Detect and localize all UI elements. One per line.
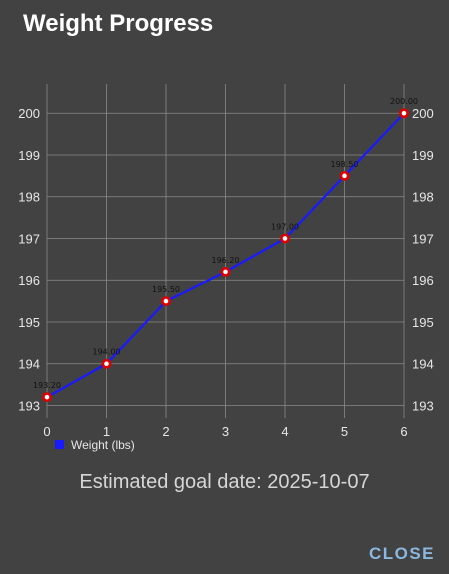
weight-line-chart: 0 1 2 3 4 5 6 193 193 194 194 195 195 196 196 197 197 198… [18,84,434,452]
x-tick-label: 2 [162,424,169,439]
estimated-goal-date: Estimated goal date: 2025-10-07 [79,471,370,493]
data-point [42,392,52,403]
y-tick-label-right: 195 [412,315,434,330]
data-point-label: 194.00 [93,348,121,357]
y-tick-label-left: 200 [18,106,40,121]
x-tick-label: 6 [400,424,407,439]
x-tick-label: 4 [281,424,288,439]
data-point-label: 200.00 [390,97,418,106]
y-tick-label-right: 199 [412,148,434,163]
data-point-label: 198.50 [331,160,359,169]
data-point-label: 195.50 [152,285,180,294]
y-tick-label-left: 195 [18,315,40,330]
data-point [339,170,350,181]
legend-swatch [55,440,64,449]
x-tick-label: 0 [43,424,50,439]
y-tick-label-right: 193 [412,398,434,413]
data-point-label: 196.20 [212,256,240,265]
y-tick-label-right: 196 [412,273,434,288]
chart-series [42,108,409,403]
data-point-label: 193.20 [33,381,61,390]
x-tick-label: 5 [341,424,348,439]
y-tick-label-left: 196 [18,273,40,288]
y-tick-label-right: 194 [412,357,434,372]
dialog-title: Weight Progress [23,10,214,37]
x-tick-label: 3 [222,424,229,439]
data-point [220,266,231,277]
data-point [399,108,409,119]
data-point-label: 197.00 [271,222,299,231]
y-tick-label-right: 198 [412,190,434,205]
chart-axes: 0 1 2 3 4 5 6 193 193 194 194 195 195 196 196 197 197 198… [18,106,433,439]
data-point [280,233,290,244]
y-tick-label-right: 200 [412,106,434,121]
y-tick-label-right: 197 [412,231,434,246]
y-tick-label-left: 197 [18,231,40,246]
y-tick-label-left: 199 [18,148,40,163]
y-tick-label-left: 194 [18,357,40,372]
legend-label: Weight (lbs) [71,438,135,452]
chart-data-labels: 193.20 194.00 195.50 196.20 197.00 198.50 200.… [33,97,418,390]
x-tick-label: 1 [103,424,110,439]
close-button[interactable]: CLOSE [368,544,435,563]
chart-legend: Weight (lbs) [55,438,135,452]
data-point [161,296,171,306]
data-point [101,358,112,369]
y-tick-label-left: 193 [18,398,40,413]
y-tick-label-left: 198 [18,190,40,205]
